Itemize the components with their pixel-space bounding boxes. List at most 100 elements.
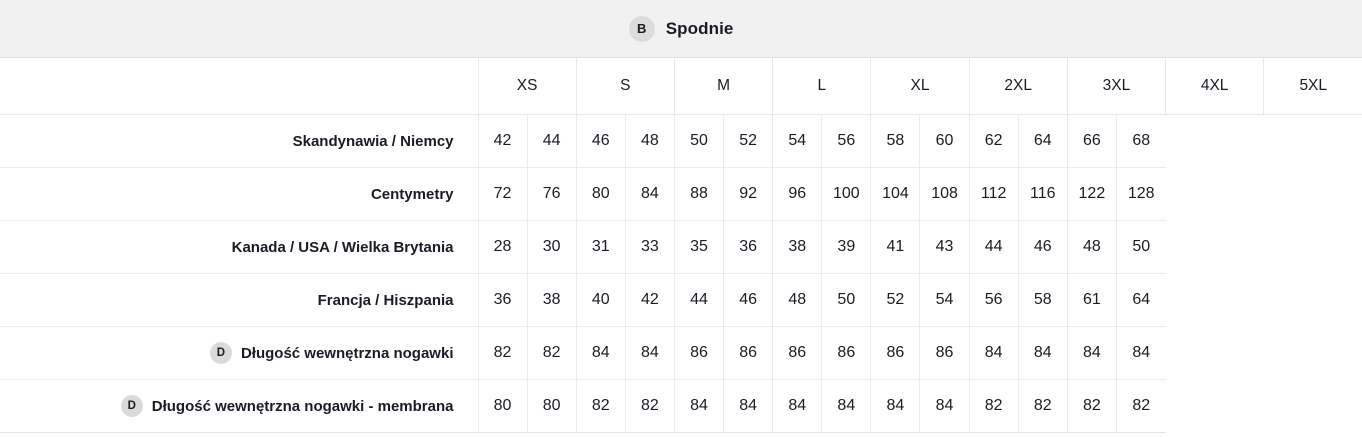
data-cell: 30 (526, 220, 577, 274)
data-cell: 50 (673, 114, 724, 168)
data-cell: 66 (1066, 114, 1117, 168)
data-cell: 108 (919, 167, 970, 221)
table-row: Francja / Hiszpania 36 38 40 42 44 46 48 50 52 54 5… (0, 273, 1362, 327)
data-cell: 64 (1017, 114, 1068, 168)
data-cell: 52 (870, 273, 920, 327)
data-cell: 86 (870, 326, 920, 380)
row-label-text: Centymetry (370, 185, 454, 203)
page-title: Spodnie (665, 18, 734, 38)
size-header-3xl: 3XL (1066, 57, 1166, 115)
data-cell: 36 (723, 220, 773, 274)
data-cell: 41 (870, 220, 920, 274)
data-cell: 86 (821, 326, 871, 380)
data-cell: 58 (1017, 273, 1068, 327)
size-header-xl: XL (870, 57, 970, 115)
data-cell: 84 (1115, 326, 1166, 380)
size-header-xs: XS (477, 57, 577, 115)
data-cell: 42 (624, 273, 675, 327)
row-label-text: Kanada / USA / Wielka Brytania (231, 238, 454, 256)
measurement-badge-icon: D (120, 395, 143, 417)
data-cell: 82 (526, 326, 577, 380)
data-cell: 84 (575, 326, 626, 380)
data-cell: 80 (477, 379, 528, 433)
data-cell: 84 (723, 379, 773, 433)
table-row: Skandynawia / Niemcy 42 44 46 48 50 52 54 56 58 60… (0, 114, 1362, 168)
data-cell: 116 (1017, 167, 1068, 221)
data-cell: 68 (1115, 114, 1166, 168)
data-cell: 72 (477, 167, 528, 221)
size-header-5xl: 5XL (1263, 57, 1362, 115)
data-cell: 122 (1066, 167, 1117, 221)
data-cell: 33 (624, 220, 675, 274)
row-label-cell: Skandynawia / Niemcy (0, 114, 478, 168)
data-cell: 84 (968, 326, 1019, 380)
data-cell: 46 (723, 273, 773, 327)
data-cell: 84 (772, 379, 822, 433)
data-cell: 112 (968, 167, 1019, 221)
table-row: D Długość wewnętrzna nogawki - membrana 80… (0, 379, 1362, 433)
chart-title-cell: B Spodnie (0, 0, 1362, 58)
data-cell: 82 (1017, 379, 1068, 433)
size-header-m: M (673, 57, 773, 115)
data-cell: 84 (1066, 326, 1117, 380)
row-label-cell: Kanada / USA / Wielka Brytania (0, 220, 478, 274)
data-cell: 100 (821, 167, 871, 221)
row-label-cell: Centymetry (0, 167, 478, 221)
data-cell: 38 (526, 273, 577, 327)
data-cell: 84 (673, 379, 724, 433)
data-cell: 44 (968, 220, 1019, 274)
data-cell: 82 (624, 379, 675, 433)
data-cell: 31 (575, 220, 626, 274)
size-header-s: S (575, 57, 675, 115)
size-header-row: XS S M L XL 2XL 3XL 4XL 5XL (0, 57, 1362, 115)
data-cell: 50 (1115, 220, 1166, 274)
data-cell: 40 (575, 273, 626, 327)
data-cell: 82 (1066, 379, 1117, 433)
table-row: Centymetry 72 76 80 84 88 92 96 100 104 108 112 116 1… (0, 167, 1362, 221)
data-cell: 84 (821, 379, 871, 433)
size-header-spacer (0, 57, 478, 115)
data-cell: 86 (919, 326, 970, 380)
row-label-text: Długość wewnętrzna nogawki - membrana (151, 397, 454, 415)
data-cell: 48 (772, 273, 822, 327)
data-cell: 82 (477, 326, 528, 380)
data-cell: 80 (575, 167, 626, 221)
row-label-cell: D Długość wewnętrzna nogawki - membrana (0, 379, 478, 433)
data-cell: 128 (1115, 167, 1166, 221)
chart-title-row: B Spodnie (0, 0, 1362, 58)
data-cell: 43 (919, 220, 970, 274)
row-label-cell: Francja / Hiszpania (0, 273, 478, 327)
data-cell: 44 (526, 114, 577, 168)
data-cell: 61 (1066, 273, 1117, 327)
data-cell: 104 (870, 167, 920, 221)
data-cell: 84 (624, 167, 675, 221)
row-label-text: Długość wewnętrzna nogawki (240, 344, 454, 362)
data-cell: 42 (477, 114, 528, 168)
data-cell: 92 (723, 167, 773, 221)
data-cell: 84 (624, 326, 675, 380)
data-cell: 82 (968, 379, 1019, 433)
size-header-2xl: 2XL (968, 57, 1068, 115)
data-cell: 84 (870, 379, 920, 433)
data-cell: 76 (526, 167, 577, 221)
data-cell: 82 (575, 379, 626, 433)
data-cell: 39 (821, 220, 871, 274)
data-cell: 48 (1066, 220, 1117, 274)
data-cell: 28 (477, 220, 528, 274)
data-cell: 52 (723, 114, 773, 168)
data-cell: 96 (772, 167, 822, 221)
data-cell: 44 (673, 273, 724, 327)
row-label-text: Francja / Hiszpania (317, 291, 454, 309)
table-head: B Spodnie XS S M L XL 2XL 3XL 4XL 5XL (0, 0, 1362, 115)
data-cell: 88 (673, 167, 724, 221)
data-cell: 86 (723, 326, 773, 380)
data-cell: 35 (673, 220, 724, 274)
data-cell: 38 (772, 220, 822, 274)
size-header-4xl: 4XL (1165, 57, 1264, 115)
size-header-l: L (772, 57, 871, 115)
data-cell: 86 (673, 326, 724, 380)
row-label-text: Skandynawia / Niemcy (292, 132, 454, 150)
data-cell: 54 (919, 273, 970, 327)
data-cell: 84 (919, 379, 970, 433)
